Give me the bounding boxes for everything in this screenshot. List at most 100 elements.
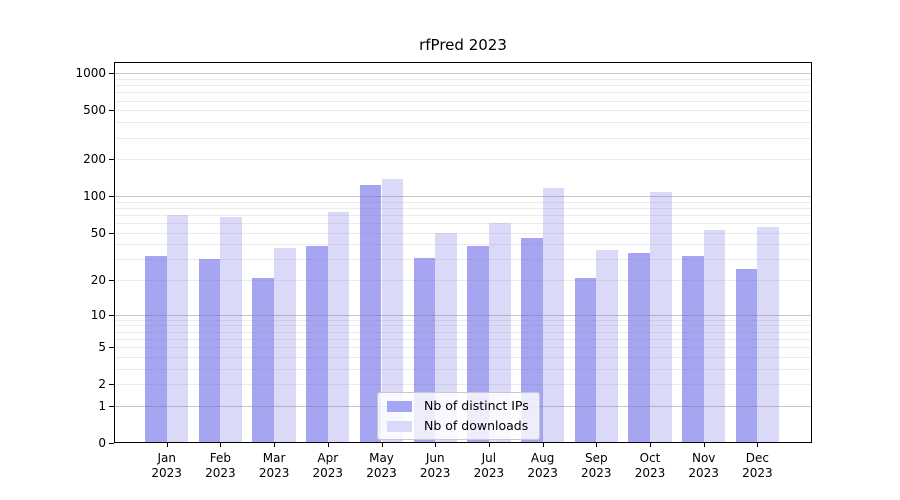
x-tick-year: 2023 (581, 466, 612, 480)
x-tick-mark (327, 443, 329, 447)
gridline-minor (115, 159, 811, 160)
gridline-minor (115, 110, 811, 111)
gridline-minor (115, 325, 811, 326)
y-tick-label: 100 (83, 189, 106, 203)
x-tick-mark (650, 443, 651, 447)
x-tick-year: 2023 (742, 466, 773, 480)
gridline-major (115, 315, 811, 316)
y-tick-label: 200 (83, 152, 106, 166)
gridline-minor (115, 332, 811, 333)
x-tick-month: Aug (530, 451, 555, 465)
y-tick-mark (109, 347, 114, 348)
bar-distinct-ips-sep (574, 277, 597, 443)
x-tick-label: May 2023 (350, 451, 414, 481)
bar-distinct-ips-jan (145, 255, 167, 443)
x-tick-label: Mar 2023 (242, 451, 306, 481)
x-tick-year: 2023 (688, 466, 719, 480)
x-tick-year: 2023 (258, 466, 290, 480)
gridline-minor (115, 339, 811, 340)
gridline-minor (115, 208, 811, 209)
y-tick-mark (109, 110, 114, 111)
gridline-minor (115, 233, 811, 234)
x-tick-mark (381, 443, 383, 447)
legend-item-downloads: Nb of downloads (387, 419, 529, 433)
legend-item-distinct-ips: Nb of distinct IPs (387, 399, 529, 413)
legend-label-downloads: Nb of downloads (424, 418, 529, 433)
x-tick-label: Nov 2023 (672, 451, 736, 481)
x-tick-month: Jul (481, 451, 497, 465)
y-tick-mark (109, 315, 114, 316)
bar-distinct-ips-feb (198, 259, 221, 443)
x-tick-month: Jan (157, 451, 176, 465)
y-tick-label: 50 (90, 226, 106, 240)
gridline-major (115, 196, 811, 197)
gridline-minor (115, 223, 811, 224)
y-tick-mark (109, 159, 114, 160)
x-tick-mark (703, 443, 705, 447)
x-tick-year: 2023 (366, 466, 397, 480)
bar-downloads-feb (220, 216, 243, 443)
bar-downloads-jul (488, 223, 511, 443)
legend-label-distinct-ips: Nb of distinct IPs (424, 398, 529, 413)
gridline-minor (115, 280, 811, 281)
x-tick-mark (274, 443, 276, 447)
y-tick-label: 2 (98, 377, 106, 391)
x-tick-month: Sep (584, 451, 608, 465)
y-tick-mark (109, 233, 114, 234)
gridline-minor (115, 357, 811, 358)
gridline-minor (115, 384, 811, 385)
x-tick-month: Mar (262, 451, 286, 465)
x-tick-mark (488, 443, 490, 447)
x-tick-year: 2023 (419, 466, 451, 480)
bar-distinct-ips-apr (306, 245, 328, 443)
y-tick-label: 10 (90, 308, 106, 322)
x-tick-month: May (369, 451, 394, 465)
y-tick-label: 20 (90, 273, 106, 287)
gridline-minor (115, 92, 811, 93)
x-tick-mark (220, 443, 222, 447)
y-tick-mark (109, 280, 114, 281)
legend-swatch-distinct-ips (387, 400, 412, 412)
x-tick-month: Nov (691, 451, 716, 465)
x-tick-mark (166, 443, 168, 447)
x-tick-label: Jan 2023 (135, 451, 199, 481)
x-tick-month: Jun (425, 451, 445, 465)
y-tick-label: 1 (98, 399, 106, 413)
y-tick-label: 1000 (75, 66, 106, 80)
x-tick-month: Feb (209, 451, 232, 465)
x-tick-month: Oct (639, 451, 661, 465)
gridline-minor (115, 138, 811, 139)
bar-downloads-jun (435, 232, 457, 443)
x-tick-year: 2023 (527, 466, 558, 480)
x-tick-year: 2023 (312, 466, 344, 480)
legend-swatch-downloads (387, 420, 412, 432)
gridline-minor (115, 347, 811, 348)
x-tick-label: Jul 2023 (457, 451, 521, 481)
x-tick-year: 2023 (634, 466, 666, 480)
bar-distinct-ips-nov (682, 255, 704, 443)
bar-downloads-jan (166, 214, 189, 443)
x-tick-year: 2023 (151, 466, 182, 480)
x-tick-label: Aug 2023 (511, 451, 575, 481)
y-tick-label: 0 (98, 436, 106, 450)
gridline-minor (115, 215, 811, 216)
gridline-minor (115, 202, 811, 203)
y-tick-mark (109, 443, 114, 444)
x-tick-mark (596, 443, 598, 447)
gridline-minor (115, 369, 811, 370)
gridline-minor (115, 85, 811, 86)
bar-downloads-apr (327, 212, 350, 443)
x-tick-mark (435, 443, 437, 447)
bar-downloads-mar (274, 248, 296, 443)
x-tick-month: Apr (317, 451, 339, 465)
y-tick-label: 5 (98, 340, 106, 354)
bar-downloads-oct (650, 192, 672, 443)
x-tick-mark (542, 443, 544, 447)
gridline-minor (115, 320, 811, 321)
bar-downloads-sep (596, 249, 618, 443)
x-tick-label: Jun 2023 (403, 451, 467, 481)
bar-distinct-ips-may (359, 185, 382, 443)
legend: Nb of distinct IPs Nb of downloads (377, 392, 540, 440)
gridline-minor (115, 122, 811, 123)
